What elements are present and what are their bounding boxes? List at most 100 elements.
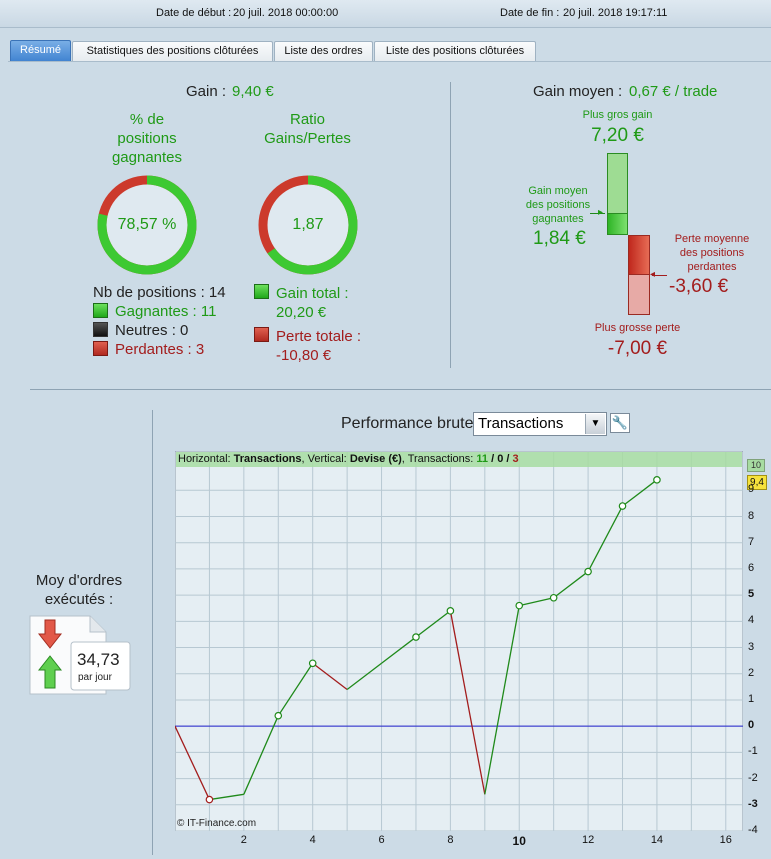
y-tick-label: 0 bbox=[748, 719, 755, 732]
performance-mode-select[interactable]: Transactions ▼ bbox=[473, 412, 607, 436]
orders-value-box bbox=[70, 641, 131, 691]
data-point bbox=[515, 601, 524, 610]
y-tick-label: -3 bbox=[748, 797, 758, 810]
tab-resume[interactable]: Résumé bbox=[10, 40, 71, 62]
avg-gain-value: 0,67 € / trade bbox=[629, 83, 718, 100]
x-tick-label: 10 bbox=[512, 834, 526, 848]
max-gain-value: 7,20 € bbox=[591, 125, 644, 146]
total-loss-label: Perte totale : bbox=[276, 328, 362, 345]
chart-header-neu: 0 bbox=[497, 453, 504, 465]
avg-orders-title-line2: exécutés : bbox=[44, 591, 114, 608]
avg-loss-label-line2: des positions bbox=[679, 247, 745, 259]
line-segment-gain bbox=[209, 793, 244, 801]
horizontal-divider bbox=[30, 389, 771, 390]
pct-winners-donut bbox=[97, 175, 197, 275]
y-tick-label: 3 bbox=[748, 640, 755, 653]
chevron-down-icon[interactable]: ▼ bbox=[585, 414, 605, 434]
data-point bbox=[549, 593, 558, 602]
chart-header-v-value: Devise (€) bbox=[349, 453, 402, 465]
chart-header-t-label: , Transactions: bbox=[401, 453, 474, 465]
y-tick-label: 7 bbox=[748, 535, 755, 548]
y-tick-label: 1 bbox=[748, 692, 755, 705]
pct-title-line2: positions bbox=[117, 130, 177, 147]
chart-points bbox=[205, 476, 661, 804]
total-loss-value: -10,80 € bbox=[276, 347, 332, 364]
y-tick-label: 2 bbox=[748, 666, 755, 679]
end-date-label: Date de fin : bbox=[500, 7, 560, 19]
wrench-icon[interactable]: 🔧 bbox=[610, 413, 630, 433]
vertical-divider bbox=[450, 82, 451, 368]
orders-card bbox=[29, 615, 131, 695]
chart-background bbox=[175, 451, 743, 831]
data-point bbox=[308, 659, 317, 668]
avg-gain-pointer bbox=[590, 213, 605, 214]
avg-gain-bar bbox=[607, 213, 628, 235]
avg-loss-positions-label: Perte moyenne des positions perdantes bbox=[666, 232, 758, 274]
chart-header-h-label: Horizontal: bbox=[178, 453, 231, 465]
avg-orders-title-line1: Moy d'ordres bbox=[35, 572, 123, 589]
pct-winners-value: 78,57 % bbox=[117, 216, 177, 233]
avg-loss-pointer bbox=[652, 275, 667, 276]
chart-header-v-label: , Vertical: bbox=[301, 453, 347, 465]
performance-title: Performance brute bbox=[341, 415, 474, 432]
top-value-tag: 10 bbox=[747, 459, 765, 472]
start-date-value: 20 juil. 2018 00:00:00 bbox=[233, 7, 339, 19]
x-tick-label: 8 bbox=[447, 834, 454, 846]
avg-orders-value: 34,73 bbox=[77, 650, 120, 669]
total-gain-value: 20,20 € bbox=[276, 304, 327, 321]
winners-swatch bbox=[93, 303, 108, 318]
line-segment-loss bbox=[312, 662, 348, 690]
pct-donut-win-arc bbox=[97, 175, 197, 275]
ratio-value: 1,87 bbox=[292, 216, 324, 233]
ratio-title: Ratio Gains/Pertes bbox=[240, 110, 375, 148]
chart-header-sep2: / bbox=[506, 453, 510, 465]
losers-swatch bbox=[93, 341, 108, 356]
ratio-donut-gain-arc bbox=[258, 175, 358, 275]
y-tick-label: 9 bbox=[748, 483, 755, 496]
line-segment-loss bbox=[175, 725, 211, 800]
y-tick-label: 8 bbox=[748, 509, 755, 522]
pct-winners-title: % de positions gagnantes bbox=[88, 110, 206, 167]
neutral-count: Neutres : 0 bbox=[115, 322, 189, 339]
data-point bbox=[205, 795, 214, 804]
line-segment-gain bbox=[243, 715, 279, 795]
line-segment-gain bbox=[553, 571, 589, 599]
pct-donut-inner bbox=[102, 180, 192, 270]
chart-header-win: 11 bbox=[476, 453, 489, 465]
x-tick-label: 2 bbox=[240, 834, 247, 846]
line-segment-gain bbox=[415, 610, 451, 638]
chart-lines bbox=[175, 479, 658, 801]
avg-loss-bar bbox=[628, 235, 650, 275]
pct-title-line1: % de bbox=[129, 111, 165, 128]
line-segment-gain bbox=[484, 605, 520, 795]
y-tick-label: 5 bbox=[748, 588, 755, 601]
sell-arrow-icon bbox=[37, 619, 63, 649]
y-tick-label: -2 bbox=[748, 771, 758, 784]
line-segment-gain bbox=[346, 662, 382, 690]
tab-closed-positions[interactable]: Liste des positions clôturées bbox=[374, 41, 536, 62]
avg-orders-unit: par jour bbox=[78, 672, 112, 683]
ratio-title-line2: Gains/Pertes bbox=[264, 130, 351, 147]
losers-count: Perdantes : 3 bbox=[115, 341, 205, 358]
avg-win-label-line3: gagnantes bbox=[532, 213, 584, 225]
max-loss-label: Plus grosse perte bbox=[594, 322, 681, 334]
winners-count: Gagnantes : 11 bbox=[115, 303, 217, 320]
tab-closed-stats[interactable]: Statistiques des positions clôturées bbox=[72, 41, 273, 62]
nb-positions: Nb de positions : 14 bbox=[93, 284, 226, 301]
line-segment-gain bbox=[381, 636, 417, 664]
data-point bbox=[653, 476, 661, 484]
line-segment-loss bbox=[449, 610, 486, 795]
ratio-title-line1: Ratio bbox=[289, 111, 326, 128]
x-tick-label: 4 bbox=[309, 834, 316, 846]
y-tick-label: 6 bbox=[748, 561, 755, 574]
data-point bbox=[584, 567, 592, 576]
ratio-donut-inner bbox=[263, 180, 353, 270]
total-gain-swatch bbox=[254, 284, 269, 299]
copyright-text: © IT-Finance.com bbox=[177, 818, 257, 829]
performance-chart bbox=[175, 451, 743, 831]
avg-win-label-line2: des positions bbox=[525, 199, 591, 211]
tab-orders-list[interactable]: Liste des ordres bbox=[274, 41, 373, 62]
chart-header-sep1: / bbox=[491, 453, 495, 465]
gain-label: Gain : bbox=[186, 83, 227, 100]
data-point bbox=[274, 711, 283, 720]
